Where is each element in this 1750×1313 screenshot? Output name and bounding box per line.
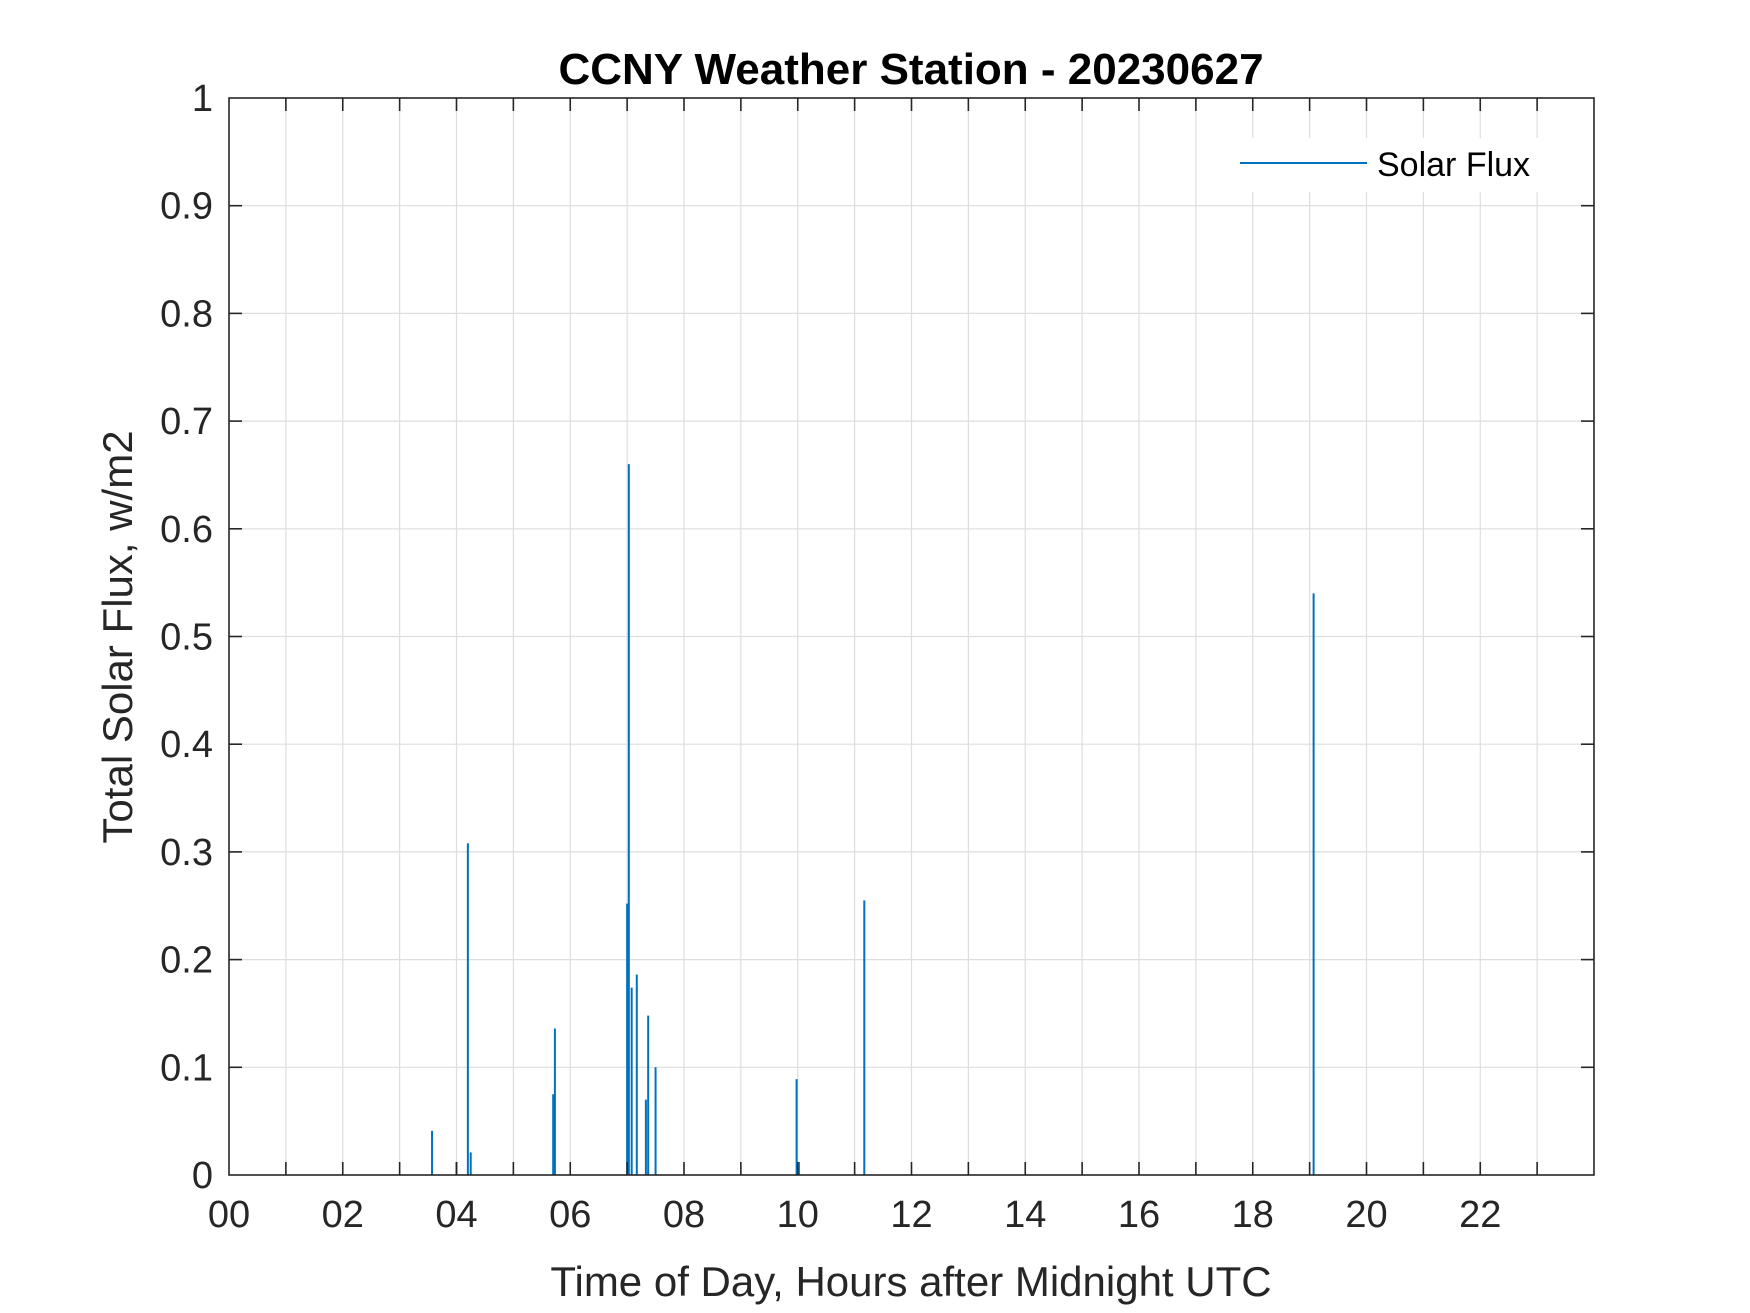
y-tick-label: 0.2: [160, 940, 213, 982]
y-tick-label: 0.8: [160, 293, 213, 335]
chart-title: CCNY Weather Station - 20230627: [558, 45, 1263, 94]
tick-labels: 00 02 04 06 08 10 12 14 16 18 20 22 0 0.1 0.2 0.3 0.4 0.5…: [160, 78, 1501, 1236]
x-tick-label: 02: [322, 1194, 364, 1236]
legend: Solar Flux: [1222, 138, 1578, 192]
x-tick-label: 08: [663, 1194, 705, 1236]
grid: [229, 98, 1594, 1175]
x-tick-label: 22: [1459, 1194, 1501, 1236]
y-axis-label: Total Solar Flux, w/m2: [94, 430, 141, 843]
y-tick-label: 0.5: [160, 617, 213, 659]
x-tick-label: 06: [549, 1194, 591, 1236]
y-tick-label: 1: [192, 78, 213, 120]
y-tick-label: 0.9: [160, 186, 213, 228]
x-tick-label: 12: [890, 1194, 932, 1236]
x-tick-label: 04: [435, 1194, 477, 1236]
y-tick-label: 0: [192, 1155, 213, 1197]
legend-label-solar-flux: Solar Flux: [1377, 146, 1530, 184]
x-tick-label: 10: [777, 1194, 819, 1236]
y-tick-label: 0.1: [160, 1047, 213, 1089]
y-tick-label: 0.6: [160, 509, 213, 551]
y-tick-label: 0.7: [160, 401, 213, 443]
y-tick-label: 0.4: [160, 724, 213, 766]
legend-box: [1222, 138, 1578, 192]
x-tick-label: 18: [1232, 1194, 1274, 1236]
x-tick-label: 16: [1118, 1194, 1160, 1236]
axes: [228, 97, 1595, 1176]
data-series: [431, 464, 1315, 1175]
x-tick-label: 20: [1345, 1194, 1387, 1236]
x-axis-label: Time of Day, Hours after Midnight UTC: [550, 1258, 1271, 1305]
y-tick-label: 0.3: [160, 832, 213, 874]
x-tick-label: 14: [1004, 1194, 1046, 1236]
x-tick-label: 00: [208, 1194, 250, 1236]
